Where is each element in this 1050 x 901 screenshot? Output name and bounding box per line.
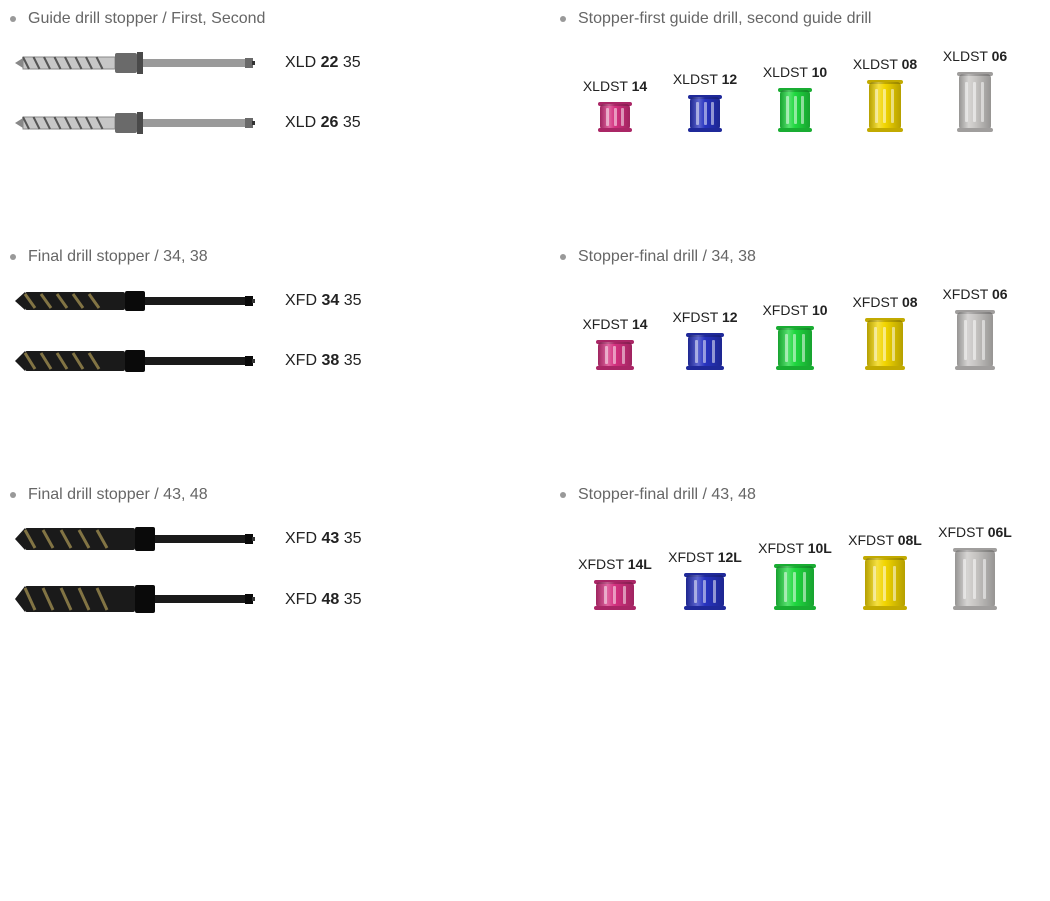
stopper-label: XLDST 08 bbox=[853, 56, 917, 72]
bullet-icon bbox=[560, 492, 566, 498]
section-title: Guide drill stopper / First, Second bbox=[28, 10, 265, 28]
section-title: Stopper-final drill / 43, 48 bbox=[578, 486, 756, 504]
section-title: Stopper-final drill / 34, 38 bbox=[578, 248, 756, 266]
bullet-icon bbox=[10, 16, 16, 22]
stopper-label: XLDST 14 bbox=[583, 78, 647, 94]
stopper-item: XLDST 10 bbox=[750, 64, 840, 130]
stopper-item: XFDST 10L bbox=[750, 540, 840, 608]
stopper-shape bbox=[690, 97, 720, 130]
section-header: Final drill stopper / 43, 48 bbox=[10, 486, 560, 504]
drill-label: XFD 38 35 bbox=[285, 352, 362, 370]
stopper-label: XFDST 12 bbox=[672, 309, 737, 325]
drill-item: XFD 43 35 bbox=[15, 524, 560, 554]
stopper-shape bbox=[957, 312, 993, 368]
stopper-shape bbox=[869, 82, 901, 130]
section-title: Stopper-first guide drill, second guide … bbox=[578, 10, 871, 28]
stopper-label: XFDST 10L bbox=[758, 540, 832, 556]
drill-label: XLD 26 35 bbox=[285, 114, 361, 132]
stopper-label: XFDST 08 bbox=[852, 294, 917, 310]
stopper-shape bbox=[778, 328, 812, 368]
stopper-item: XFDST 06L bbox=[930, 524, 1020, 608]
section-header: Guide drill stopper / First, Second bbox=[10, 10, 560, 28]
stopper-shape bbox=[688, 335, 722, 368]
stopper-item: XLDST 08 bbox=[840, 56, 930, 130]
bullet-icon bbox=[560, 254, 566, 260]
stopper-item: XFDST 14L bbox=[570, 556, 660, 608]
drill-label: XFD 48 35 bbox=[285, 591, 362, 609]
bullet-icon bbox=[10, 492, 16, 498]
stopper-label: XFDST 14L bbox=[578, 556, 652, 572]
stopper-grid: XLDST 14 XLDST 12 XLDST 10 XLDST 08 bbox=[570, 48, 1050, 130]
section-header: Final drill stopper / 34, 38 bbox=[10, 248, 560, 266]
stopper-item: XFDST 14 bbox=[570, 316, 660, 368]
stopper-shape bbox=[686, 575, 724, 608]
stopper-shape bbox=[776, 566, 814, 608]
stopper-grid: XFDST 14 XFDST 12 XFDST 10 XFDST 08 bbox=[570, 286, 1050, 368]
stopper-item: XLDST 06 bbox=[930, 48, 1020, 130]
stopper-label: XFDST 08L bbox=[848, 532, 922, 548]
stopper-shape bbox=[600, 104, 630, 130]
drill-label: XFD 43 35 bbox=[285, 530, 362, 548]
drill-item: XFD 34 35 bbox=[15, 286, 560, 316]
stopper-item: XFDST 06 bbox=[930, 286, 1020, 368]
stopper-label: XFDST 10 bbox=[762, 302, 827, 318]
drill-label: XLD 22 35 bbox=[285, 54, 361, 72]
bullet-icon bbox=[560, 16, 566, 22]
stopper-label: XLDST 10 bbox=[763, 64, 827, 80]
drill-item: XLD 22 35 bbox=[15, 48, 560, 78]
stopper-shape bbox=[596, 582, 634, 608]
stopper-shape bbox=[865, 558, 905, 608]
stopper-item: XFDST 12L bbox=[660, 549, 750, 608]
drill-label: XFD 34 35 bbox=[285, 292, 362, 310]
bullet-icon bbox=[10, 254, 16, 260]
stopper-label: XLDST 06 bbox=[943, 48, 1007, 64]
stopper-item: XFDST 12 bbox=[660, 309, 750, 368]
stopper-item: XLDST 12 bbox=[660, 71, 750, 130]
stopper-grid: XFDST 14L XFDST 12L XFDST 10L XFDST 08 bbox=[570, 524, 1050, 608]
section-title: Final drill stopper / 43, 48 bbox=[28, 486, 208, 504]
stopper-label: XFDST 06 bbox=[942, 286, 1007, 302]
stopper-item: XFDST 08L bbox=[840, 532, 930, 608]
drill-item: XFD 38 35 bbox=[15, 346, 560, 376]
section-header: Stopper-first guide drill, second guide … bbox=[560, 10, 1050, 28]
stopper-item: XFDST 08 bbox=[840, 294, 930, 368]
section-header: Stopper-final drill / 43, 48 bbox=[560, 486, 1050, 504]
stopper-shape bbox=[955, 550, 995, 608]
stopper-label: XFDST 12L bbox=[668, 549, 742, 565]
section-header: Stopper-final drill / 34, 38 bbox=[560, 248, 1050, 266]
stopper-item: XLDST 14 bbox=[570, 78, 660, 130]
stopper-shape bbox=[598, 342, 632, 368]
section-title: Final drill stopper / 34, 38 bbox=[28, 248, 208, 266]
drill-item: XLD 26 35 bbox=[15, 108, 560, 138]
drill-item: XFD 48 35 bbox=[15, 584, 560, 616]
stopper-item: XFDST 10 bbox=[750, 302, 840, 368]
stopper-label: XFDST 06L bbox=[938, 524, 1012, 540]
stopper-label: XFDST 14 bbox=[582, 316, 647, 332]
stopper-shape bbox=[959, 74, 991, 130]
stopper-shape bbox=[780, 90, 810, 130]
stopper-shape bbox=[867, 320, 903, 368]
stopper-label: XLDST 12 bbox=[673, 71, 737, 87]
